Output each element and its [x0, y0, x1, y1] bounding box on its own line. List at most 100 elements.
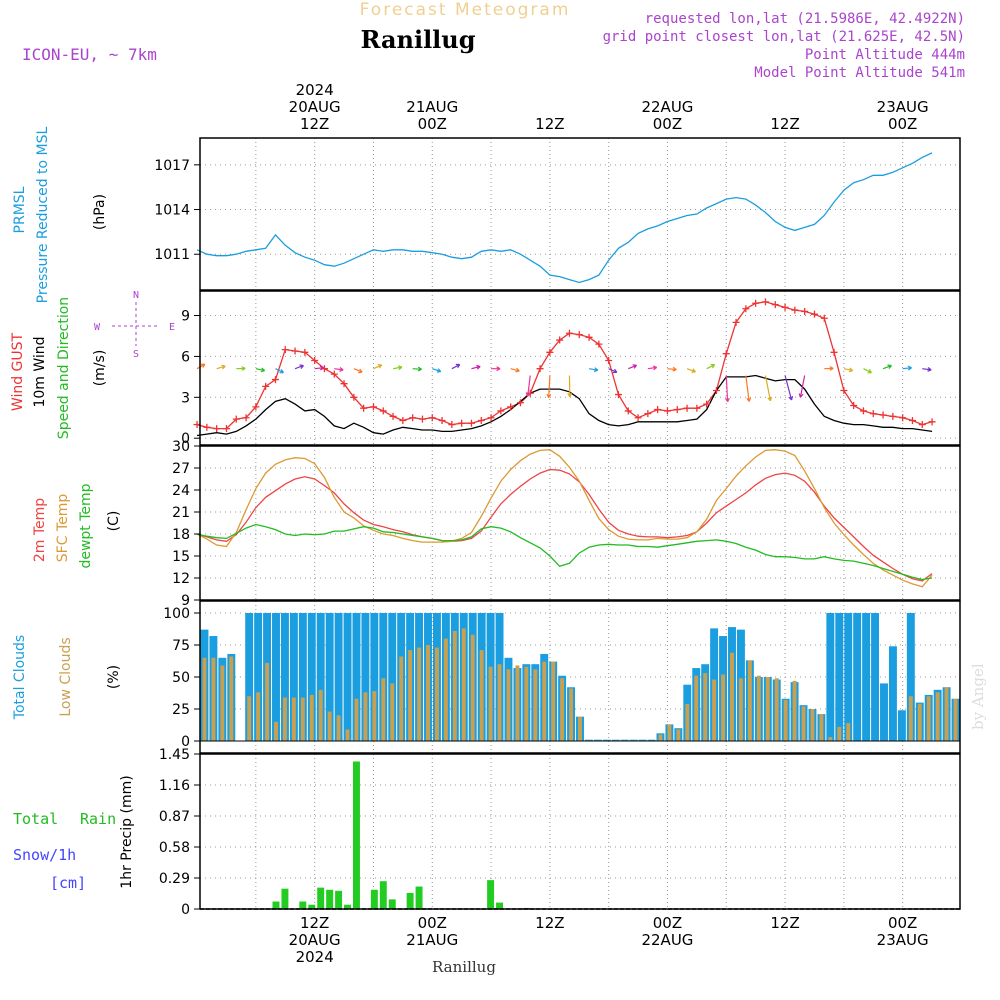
low-cloud-bar	[765, 677, 770, 741]
low-cloud-bar	[828, 737, 833, 741]
wind-direction-arrow	[334, 367, 344, 372]
wind-direction-arrow	[686, 368, 696, 373]
top-time-label: 00Z	[418, 115, 447, 133]
total-cloud-bar	[862, 613, 871, 741]
low-cloud-bar	[354, 698, 359, 741]
gust-marker	[369, 403, 377, 411]
precip-unit: 1hr Precip (mm)	[119, 775, 135, 888]
wind-direction-arrow	[546, 375, 552, 399]
gust-marker	[232, 415, 240, 423]
low-cloud-bar	[569, 688, 574, 741]
rain-bar	[335, 890, 343, 909]
compass-s: S	[133, 349, 139, 360]
total-cloud-bar	[906, 613, 915, 741]
gust-marker	[203, 423, 211, 431]
wind-direction-arrow	[784, 375, 794, 401]
total-cloud-bar	[254, 613, 263, 741]
rain-bar	[326, 889, 334, 909]
y-tick-label: 30	[172, 439, 190, 455]
gust-marker	[732, 318, 740, 326]
rain-bar	[415, 886, 423, 909]
pressure-label-2: Pressure Reduced to MSL	[35, 126, 51, 303]
wind-direction-arrow	[843, 367, 854, 373]
total-cloud-bar	[835, 613, 844, 741]
bottom-time-label: 2024	[296, 948, 334, 966]
watermark: by Angel	[969, 663, 987, 730]
rain-bar	[299, 901, 307, 909]
low-cloud-bar	[202, 657, 207, 741]
low-cloud-bar	[551, 661, 556, 741]
total-cloud-bar	[298, 613, 307, 741]
low-cloud-bar	[434, 647, 439, 741]
rain-bar	[379, 881, 387, 909]
gust-marker	[771, 301, 779, 309]
wind-label: 10m Wind	[32, 336, 48, 407]
wind-direction-arrow	[724, 375, 730, 403]
wind-direction-arrow	[608, 368, 618, 374]
total-cloud-bar	[888, 646, 897, 741]
gust-marker	[281, 346, 289, 354]
low-cloud-bar	[533, 669, 538, 741]
low-cloud-bar	[712, 679, 717, 741]
y-tick-label: 3	[181, 390, 190, 406]
low-cloud-bar	[756, 675, 761, 741]
wind-direction-arrow	[471, 364, 481, 370]
bottom-time-label: 00Z	[418, 914, 447, 932]
gust-marker	[918, 421, 926, 429]
gust-marker	[781, 303, 789, 311]
total-cloud-bar	[826, 613, 835, 741]
total-clouds-label: Total Clouds	[12, 635, 28, 720]
wind-direction-arrow	[451, 363, 461, 370]
gust-marker	[399, 416, 407, 424]
low-clouds-label: Low Clouds	[58, 637, 74, 716]
low-cloud-bar	[479, 650, 484, 741]
top-time-label: 20AUG	[289, 98, 341, 116]
rain-label-2: Rain	[80, 810, 116, 828]
low-cloud-bar	[247, 696, 252, 741]
y-tick-label: 1.45	[159, 747, 190, 763]
gust-marker	[458, 419, 466, 427]
total-cloud-bar	[647, 739, 656, 741]
y-tick-label: 100	[163, 606, 190, 622]
low-cloud-bar	[774, 678, 779, 741]
low-cloud-bar	[560, 678, 565, 741]
gust-marker	[663, 407, 671, 415]
rain-label-1: Total	[13, 810, 58, 828]
gust-marker	[654, 406, 662, 414]
y-tick-label: 24	[172, 483, 190, 499]
total-cloud-bar	[280, 613, 289, 741]
wind-direction-arrow	[745, 375, 752, 402]
wind-direction-arrow	[667, 366, 677, 372]
low-cloud-bar	[703, 673, 708, 741]
bottom-time-label: 12Z	[300, 914, 329, 932]
total-cloud-bar	[880, 683, 888, 741]
gust-marker	[595, 340, 603, 348]
low-cloud-bar	[730, 652, 734, 741]
compass-w: W	[94, 322, 101, 333]
wind-direction-arrow	[236, 366, 246, 371]
wind-direction-arrow	[196, 363, 206, 370]
gust-marker	[889, 412, 897, 420]
total-cloud-bar	[853, 613, 862, 741]
total-cloud-bar	[325, 613, 334, 741]
low-cloud-bar	[944, 687, 949, 741]
gust-marker	[507, 403, 515, 411]
gust-marker	[467, 419, 475, 427]
low-cloud-bar	[372, 691, 377, 741]
rain-bar	[388, 899, 396, 909]
wind-direction-arrow	[764, 375, 773, 402]
gust-marker	[742, 305, 750, 313]
gust-marker	[330, 370, 338, 378]
low-cloud-bar	[443, 638, 448, 741]
total-cloud-bar	[844, 613, 853, 741]
gust-marker	[428, 414, 436, 422]
low-cloud-bar	[694, 675, 699, 741]
rain-bar	[496, 902, 503, 909]
low-cloud-bar	[229, 656, 234, 741]
low-cloud-bar	[256, 692, 261, 741]
gust-marker	[859, 407, 867, 415]
total-cloud-bar	[584, 739, 593, 741]
low-cloud-bar	[309, 694, 314, 741]
wind-direction-arrow	[525, 375, 531, 397]
total-cloud-bar	[352, 613, 361, 741]
